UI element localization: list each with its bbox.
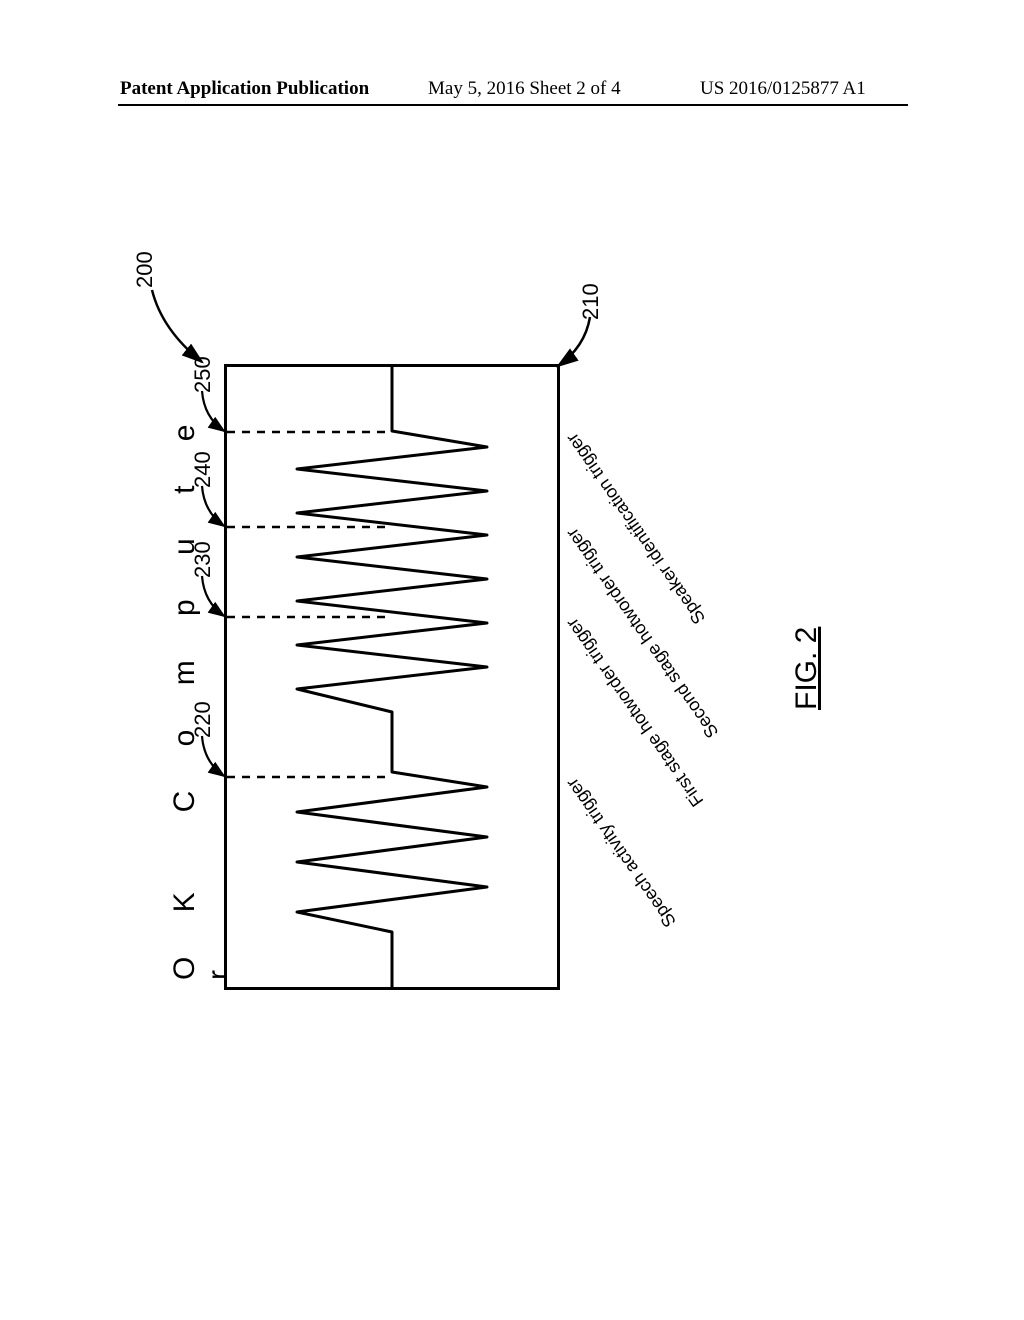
figure-2: O KC o m p u t e r 200 [160, 180, 860, 1040]
utterance-word-ok: O K [168, 874, 201, 980]
header-center: May 5, 2016 Sheet 2 of 4 [428, 78, 621, 100]
ref-220-label: 220 [190, 701, 216, 738]
waveform-chart [224, 364, 560, 990]
ref-210-label: 210 [578, 283, 604, 320]
waveform-polyline [297, 367, 487, 987]
header-left: Patent Application Publication [120, 78, 369, 100]
figure-caption: FIG. 2 [790, 627, 824, 710]
ref-arrow-230 [196, 572, 230, 620]
header-rule [118, 104, 908, 106]
ref-arrow-250 [196, 387, 230, 435]
ref-240-label: 240 [190, 451, 216, 488]
ref-250-label: 250 [190, 356, 216, 393]
waveform-svg [227, 367, 557, 987]
ref-arrow-240 [196, 482, 230, 530]
ref-arrow-220 [196, 732, 230, 780]
ref-200-label: 200 [132, 251, 158, 288]
ref-230-label: 230 [190, 541, 216, 578]
header-right: US 2016/0125877 A1 [700, 78, 866, 100]
